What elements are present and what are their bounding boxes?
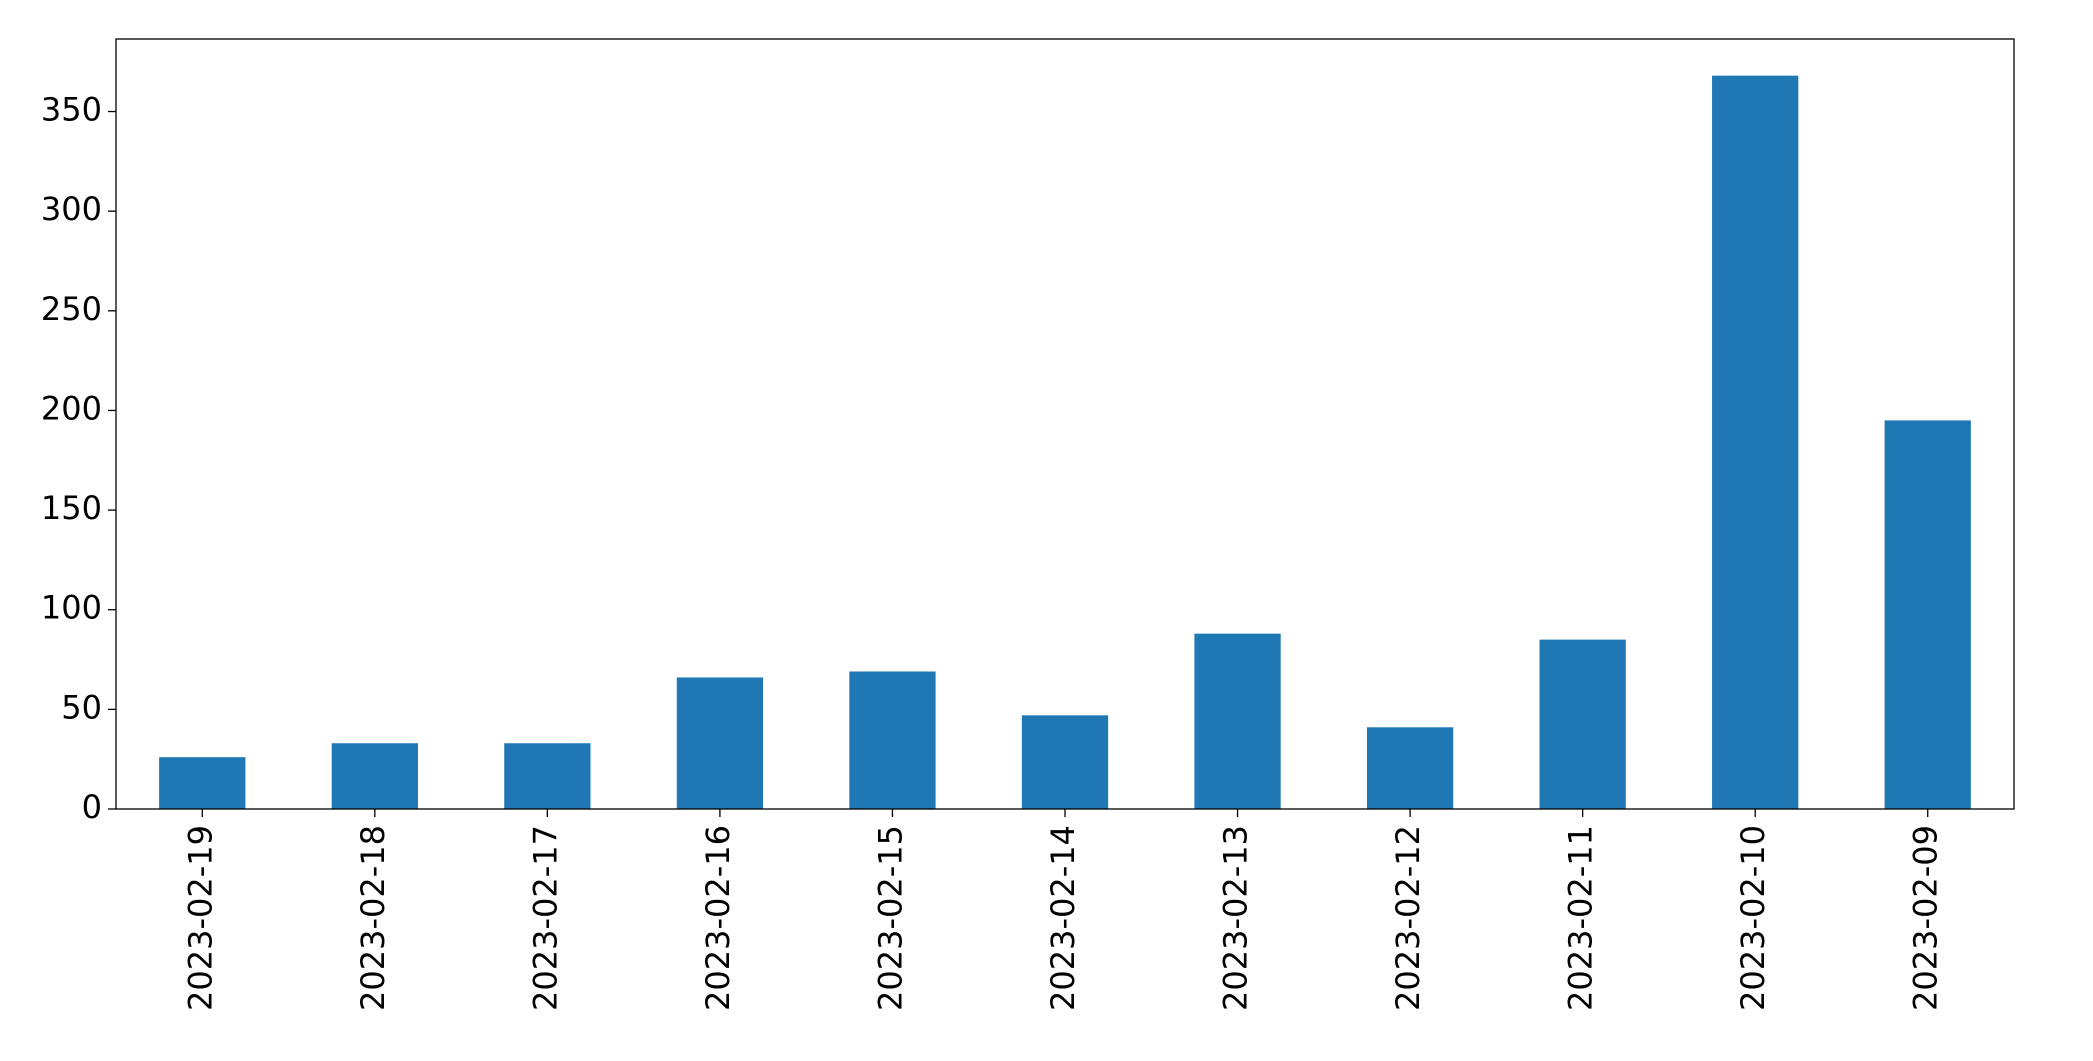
bar: [1021, 715, 1109, 809]
bar: [159, 757, 246, 809]
bar: [504, 743, 591, 809]
y-tick-label: 0: [82, 788, 102, 826]
x-tick-label: 2023-02-10: [1734, 825, 1772, 1011]
y-tick-label: 200: [41, 389, 102, 427]
bar: [676, 677, 764, 809]
bar: [1712, 75, 1799, 809]
bar: [1884, 420, 1971, 809]
x-tick-label: 2023-02-09: [1907, 825, 1945, 1011]
x-tick-label: 2023-02-16: [699, 825, 737, 1011]
y-tick-label: 100: [41, 589, 102, 627]
bar: [1539, 639, 1626, 809]
y-tick-label: 350: [41, 91, 102, 129]
y-tick-label: 50: [61, 688, 102, 726]
x-tick-label: 2023-02-18: [354, 825, 392, 1011]
x-tick-label: 2023-02-12: [1389, 825, 1427, 1011]
x-tick-label: 2023-02-11: [1562, 825, 1600, 1011]
bar: [331, 743, 418, 809]
plot-frame: [115, 38, 2015, 810]
y-tick-label: 250: [41, 290, 102, 328]
y-tick-label: 150: [41, 489, 102, 527]
x-tick-label: 2023-02-17: [526, 825, 564, 1011]
bar: [1366, 727, 1454, 809]
x-tick-label: 2023-02-14: [1044, 825, 1082, 1011]
bar: [849, 671, 936, 809]
bar: [1194, 633, 1281, 809]
x-tick-label: 2023-02-13: [1217, 825, 1255, 1011]
x-tick-label: 2023-02-19: [181, 825, 219, 1011]
x-tick-label: 2023-02-15: [871, 825, 909, 1011]
y-tick-label: 300: [41, 190, 102, 228]
